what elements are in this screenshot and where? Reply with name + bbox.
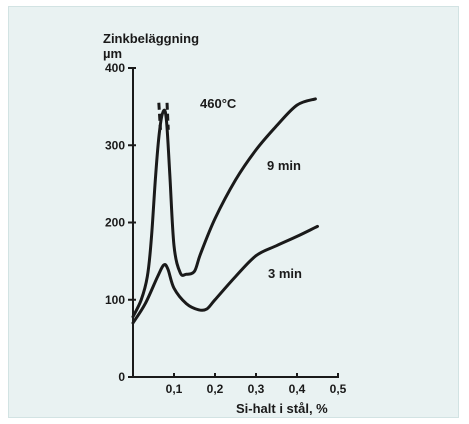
x-tick-label: 0,4 [289,382,306,396]
y-tick-label: 300 [105,138,125,152]
y-tick-label: 0 [118,370,125,384]
series-label-3min: 3 min [268,266,302,281]
series-group [131,97,319,325]
series-line-3min [131,224,319,325]
y-ticks: 0 100 200 300 400 [105,61,136,384]
y-tick-label: 200 [105,216,125,230]
y-tick-label: 400 [105,61,125,75]
x-tick-label: 0,3 [248,382,265,396]
temperature-annotation: 460°C [200,96,237,111]
series-dashed-segment [165,102,170,130]
chart-panel [8,6,459,418]
x-tick-label: 0,2 [207,382,224,396]
y-tick-label: 100 [105,293,125,307]
x-tick-label: 0,5 [330,382,347,396]
series-dashed-segment [157,102,162,130]
series-label-9min: 9 min [267,158,301,173]
series-line-9min [131,97,317,319]
y-axis-unit: µm [103,46,122,61]
x-axis-title: Si-halt i stål, % [236,401,328,416]
x-ticks: 0,1 0,2 0,3 0,4 0,5 [166,373,347,396]
x-tick-label: 0,1 [166,382,183,396]
y-axis-title: Zinkbeläggning [103,31,199,46]
